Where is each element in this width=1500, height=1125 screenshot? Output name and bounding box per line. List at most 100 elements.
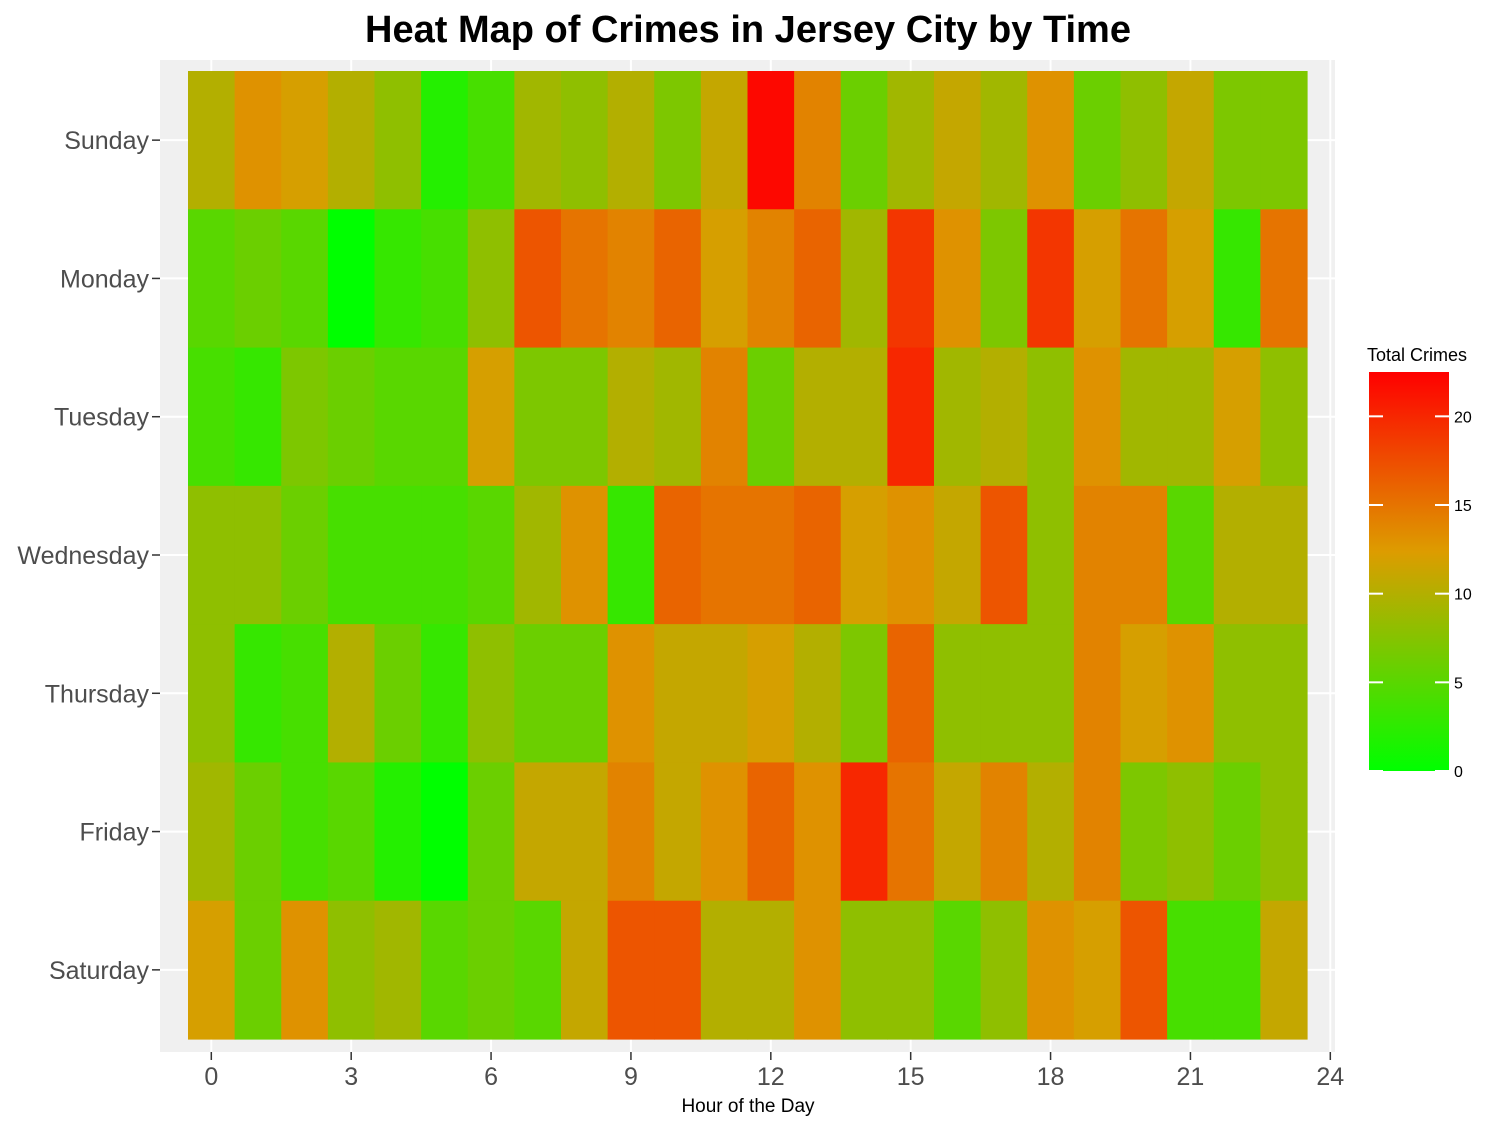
heatmap-cell [1120, 762, 1168, 902]
heatmap-cell [514, 71, 562, 210]
heatmap-cell [654, 209, 702, 349]
heatmap-cell [1120, 624, 1168, 764]
heatmap-cell [980, 485, 1028, 625]
heatmap-cell [1167, 900, 1215, 1040]
x-tick-label: 21 [1177, 1063, 1205, 1091]
heatmap-cell [467, 485, 515, 625]
heatmap-cell [840, 347, 888, 487]
heatmap-cell [1027, 71, 1075, 210]
x-tick-label: 0 [204, 1063, 218, 1091]
heatmap-cell [1027, 900, 1075, 1040]
heatmap-cell [514, 762, 562, 902]
heatmap-cell [421, 71, 469, 210]
heatmap-cell [1073, 71, 1122, 210]
x-tick-label: 3 [344, 1063, 358, 1091]
heatmap-cell [607, 347, 655, 487]
heatmap-cell [421, 900, 469, 1040]
heatmap-cell [1073, 485, 1122, 625]
x-tick-label: 18 [1037, 1063, 1065, 1091]
heatmap-cell [281, 71, 329, 210]
heatmap-cell [794, 762, 842, 902]
heatmap-cell [1167, 624, 1215, 764]
heatmap-cell [234, 624, 282, 764]
heatmap-cell [1260, 624, 1308, 764]
heatmap-cell [327, 624, 376, 764]
heatmap-cell [281, 762, 329, 902]
heatmap-cell [1073, 209, 1122, 349]
heatmap-cell [747, 347, 795, 487]
heatmap-cell [234, 485, 282, 625]
heatmap-cell [887, 900, 935, 1040]
x-tick-label: 15 [897, 1063, 925, 1091]
heatmap-cell [234, 347, 282, 487]
heatmap-cell [1167, 71, 1215, 210]
legend-title: Total Crimes [1367, 345, 1467, 365]
heatmap-cell [794, 485, 842, 625]
heatmap-cell [607, 900, 655, 1040]
heatmap-cell [934, 347, 982, 487]
heatmap-cell [747, 71, 795, 210]
heatmap-cell [1073, 900, 1122, 1040]
heatmap-cell [234, 71, 282, 210]
heatmap-cell [467, 762, 515, 902]
heatmap-cell [607, 209, 655, 349]
heatmap-cell [887, 762, 935, 902]
heatmap-cell [188, 900, 236, 1040]
heatmap-cell [561, 900, 609, 1040]
heatmap-cell [374, 71, 422, 210]
heatmap-cell [840, 900, 888, 1040]
heatmap-cell [281, 900, 329, 1040]
heatmap-cell [980, 900, 1028, 1040]
heatmap-cell [1213, 900, 1261, 1040]
heatmap-cell [514, 347, 562, 487]
heatmap-cell [794, 347, 842, 487]
heatmap-cell [1027, 624, 1075, 764]
heatmap-cell [281, 485, 329, 625]
heatmap-cell [467, 209, 515, 349]
heatmap-cell [188, 762, 236, 902]
heatmap-cell [1167, 762, 1215, 902]
heatmap-cell [654, 762, 702, 902]
heatmap-cell [654, 900, 702, 1040]
heatmap-cell [561, 485, 609, 625]
heatmap-cell [374, 209, 422, 349]
heatmap-cell [1260, 347, 1308, 487]
heatmap-cell [234, 762, 282, 902]
heatmap-cell [1073, 762, 1122, 902]
legend-tick-label: 0 [1454, 764, 1463, 781]
heatmap-cell [514, 900, 562, 1040]
heatmap-cell [421, 347, 469, 487]
heatmap-cell [654, 71, 702, 210]
heatmap-cell [747, 209, 795, 349]
heatmap-cell [1213, 762, 1261, 902]
heatmap-cell [467, 900, 515, 1040]
heatmap-cell [607, 762, 655, 902]
y-tick-label: Monday [60, 265, 149, 293]
heatmap-cell [794, 900, 842, 1040]
heatmap-cell [1167, 209, 1215, 349]
heatmap-cell [327, 71, 376, 210]
y-tick-label: Sunday [64, 127, 149, 155]
legend-tick-label: 10 [1454, 587, 1472, 604]
heatmap-cell [794, 624, 842, 764]
heatmap-cell [980, 624, 1028, 764]
heatmap-cell [747, 485, 795, 625]
heatmap-cell [1213, 624, 1261, 764]
y-axis: Sunday Monday Tuesday Wednesday Thursday Frid… [17, 127, 160, 985]
heatmap-cell [1120, 209, 1168, 349]
y-tick-label: Thursday [45, 680, 150, 708]
heatmap-cell [1260, 485, 1308, 625]
heatmap-cell [467, 624, 515, 764]
heatmap-cell [421, 762, 469, 902]
legend-tick-label: 5 [1454, 675, 1463, 692]
heatmap-cell [980, 209, 1028, 349]
legend-tick-label: 15 [1454, 498, 1472, 515]
chart-title: Heat Map of Crimes in Jersey City by Tim… [365, 9, 1131, 51]
heatmap-cell [1027, 347, 1075, 487]
y-tick-label: Tuesday [54, 404, 149, 432]
x-tick-label: 12 [757, 1063, 785, 1091]
heatmap-cell [607, 485, 655, 625]
heatmap-cell [934, 900, 982, 1040]
x-axis: 0 3 6 9 12 15 18 21 24 [204, 1052, 1344, 1091]
